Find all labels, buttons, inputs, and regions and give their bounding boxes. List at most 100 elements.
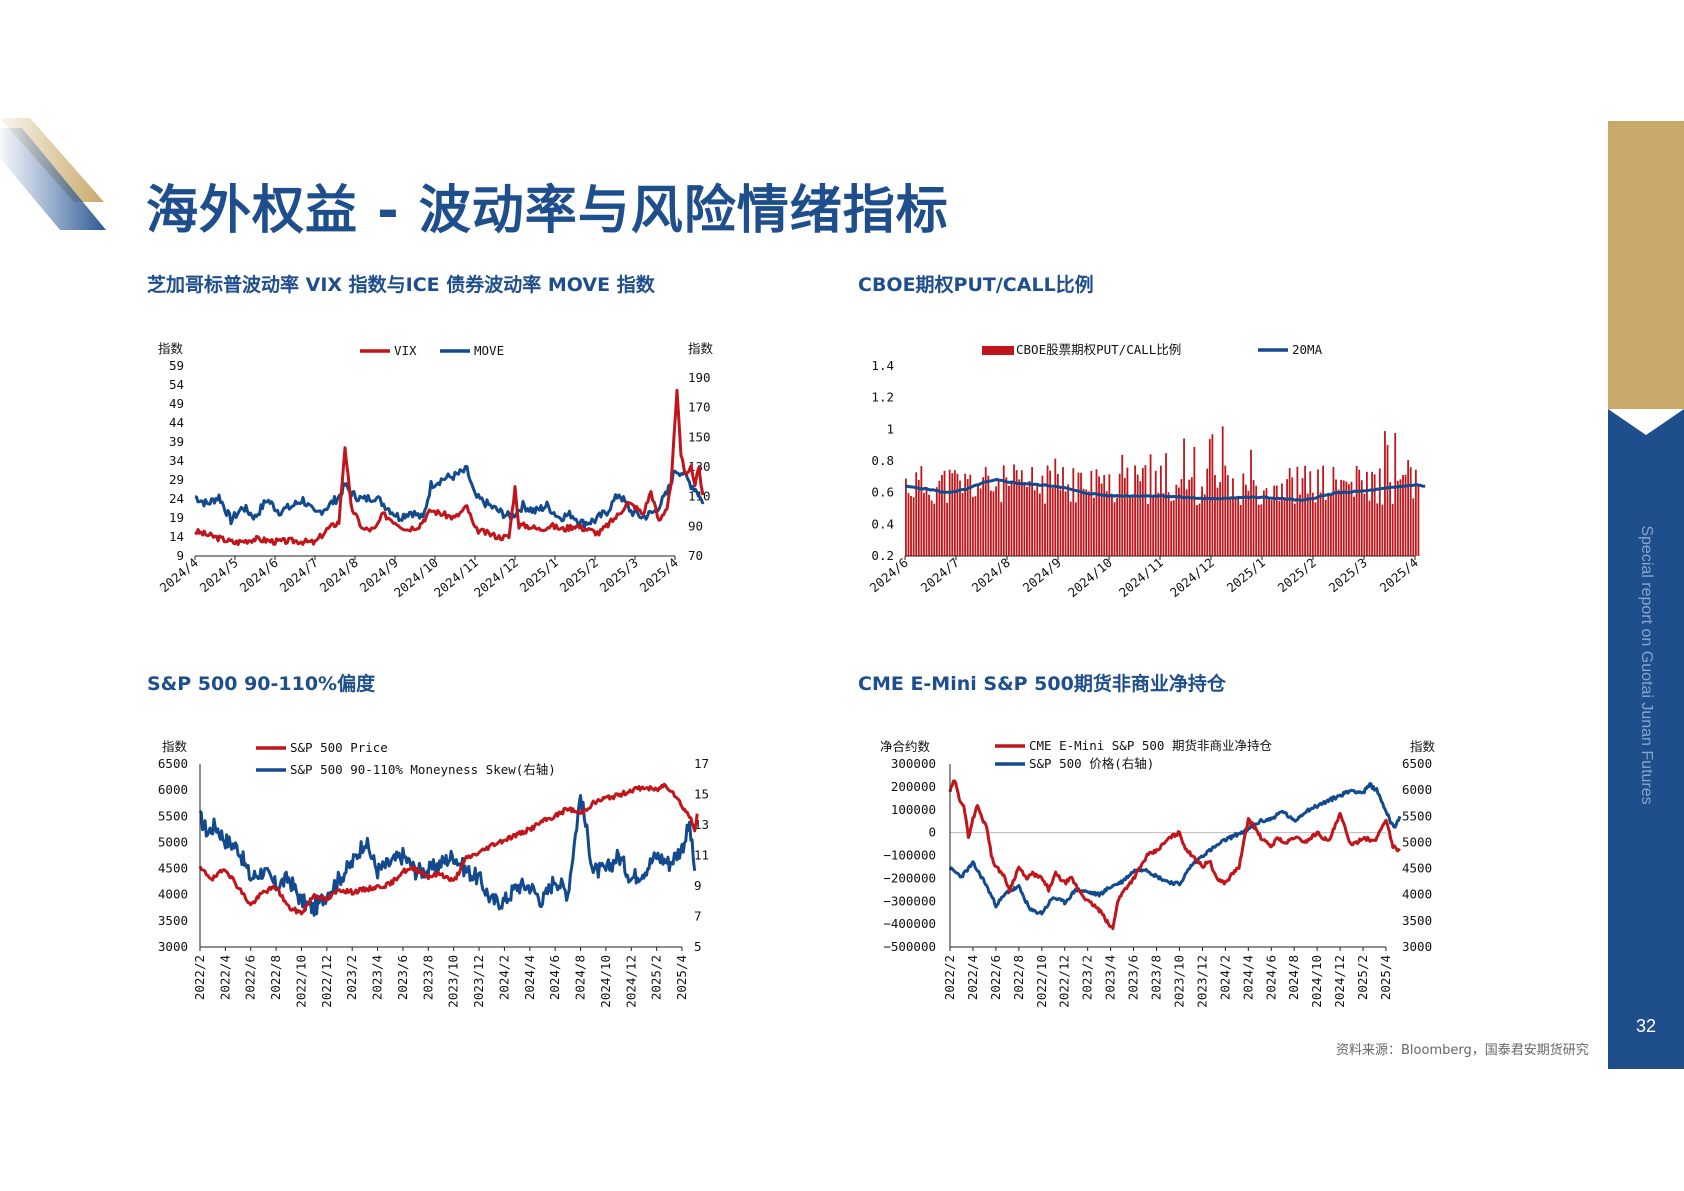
y-left-tick-label: 4000 [158,887,188,902]
x-tick-label: 2023/2 [1080,955,1095,1000]
page-title: 海外权益 - 波动率与风险情绪指标 [146,181,949,241]
chart-cme-net-position: 净合约数 指数 −500000 −400000 −300000 −200000 −10000… [880,738,1436,1008]
x-tick-label: 2024/8 [573,955,588,1000]
put-call-bar [1358,469,1361,556]
put-call-bar [923,493,925,556]
x-tick-label: 2024/2 [496,955,511,1000]
put-call-bar [917,479,920,556]
put-call-bar [995,486,997,556]
put-call-bar [1144,465,1147,556]
x-tick-label: 2022/6 [988,955,1003,1000]
put-call-bar [1278,500,1281,556]
x-tick-label: 2024/4 [1240,955,1255,1000]
put-call-bar [1010,481,1013,556]
put-call-bar [1340,479,1343,556]
put-call-bar [1252,480,1255,556]
put-call-bar [1337,489,1340,556]
put-call-bar [1286,479,1288,556]
put-call-bar [1072,468,1075,556]
put-call-bar [1275,485,1278,556]
put-call-bar [1031,467,1034,556]
x-tick-label: 2024/5 [197,555,241,596]
put-call-bar [1196,505,1198,556]
y-left-tick-label: 6500 [158,756,188,771]
put-call-bar [1224,465,1227,556]
y-tick-label: 0.4 [871,516,894,531]
put-call-bar [905,478,907,556]
put-call-bar [1255,485,1258,556]
x-tick-label: 2024/8 [969,555,1013,596]
put-call-bar [1301,478,1304,556]
x-tick-label: 2022/4 [217,955,232,1000]
put-call-bar [1064,491,1067,556]
y-left-tick-label: 3000 [158,939,188,954]
put-call-bar [1412,498,1415,556]
x-tick-label: 2024/7 [918,555,962,596]
side-brand-bar [1608,121,1684,1069]
put-call-bar [1250,449,1252,556]
put-call-bar [961,492,964,556]
y-left-tick-label: 200000 [891,779,936,794]
put-call-bar [1378,468,1381,556]
put-call-bar [948,469,951,556]
put-call-bar [1311,492,1314,556]
put-call-bar [1069,501,1072,556]
put-call-bar [943,470,946,556]
put-call-bar [1350,481,1353,556]
y-right-tick-label: 5500 [1402,808,1432,823]
put-call-bar [1082,488,1085,556]
put-call-bar [1152,495,1155,556]
put-call-bar [1131,495,1134,556]
put-call-bar [1141,468,1144,556]
series-vix-line [194,388,705,546]
put-call-bar [1368,500,1371,556]
x-tick-label: 2023/4 [1103,955,1118,1000]
put-call-bar [1129,498,1131,556]
put-call-bar [1381,504,1384,556]
put-call-bar [1098,476,1100,556]
y-right-tick-label: 190 [688,370,711,385]
y-tick-label: 1.4 [871,358,894,373]
y-left-tick-label: −400000 [883,916,936,931]
put-call-bar [1389,482,1391,556]
put-call-bar [1226,475,1229,556]
put-call-bar [1041,475,1044,556]
put-call-bar [1056,473,1059,556]
x-tick-label: 2023/10 [1171,955,1186,1008]
x-tick-label: 2025/4 [1378,955,1393,1000]
put-call-bar [979,488,982,556]
put-call-bar [984,467,987,556]
x-tick-label: 2023/8 [420,955,435,1000]
y-left-unit: 指数 [162,739,188,754]
put-call-bar [1051,488,1054,556]
put-call-bar [1232,478,1234,556]
put-call-bar [1193,446,1196,556]
put-call-bar [1180,479,1183,556]
put-call-bar [1020,470,1023,556]
legend-net-position-label: CME E-Mini S&P 500 期货非商业净持仓 [1029,738,1272,753]
put-call-bar [1414,469,1417,556]
x-tick-label: 2024/9 [1020,555,1064,596]
put-call-bar [982,477,985,556]
put-call-bar [1216,487,1219,556]
subtitle-vix-move: 芝加哥标普波动率 VIX 指数与ICE 债券波动率 MOVE 指数 [147,274,655,296]
put-call-bar [1062,467,1064,556]
y-left-tick-label: 6000 [158,782,188,797]
put-call-bar [920,466,923,556]
put-call-bar [1002,465,1005,556]
legend-sp500-price-label: S&P 500 价格(右轴) [1029,756,1154,771]
put-call-bar [1023,482,1026,556]
put-call-bar [1190,477,1193,556]
y-right-tick-label: 9 [694,878,702,893]
put-call-bar [1309,471,1312,556]
put-call-bar [1154,470,1157,556]
x-tick-label: 2024/10 [391,555,441,600]
put-call-bar [1203,494,1206,556]
x-tick-label: 2025/3 [1326,555,1370,596]
x-tick-label: 2024/11 [1116,555,1166,600]
legend-put-call-swatch [982,346,1014,355]
series-sp500-price-line [948,782,1402,916]
y-right-tick-label: 15 [694,787,709,802]
y-left-unit: 净合约数 [880,739,931,754]
put-call-bar [997,481,1000,556]
